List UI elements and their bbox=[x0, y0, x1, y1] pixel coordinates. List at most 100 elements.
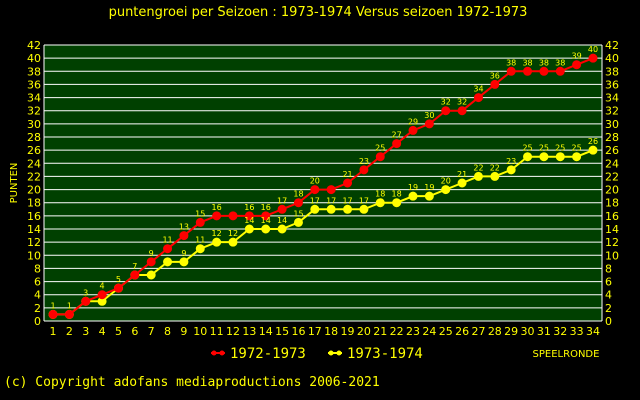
y-tick-label-left: 14 bbox=[27, 223, 41, 236]
data-label: 38 bbox=[522, 58, 532, 67]
data-point bbox=[326, 185, 336, 195]
x-tick-label: 31 bbox=[537, 325, 551, 338]
y-tick-label-right: 38 bbox=[605, 65, 619, 78]
data-label: 9 bbox=[181, 249, 186, 258]
data-label: 14 bbox=[261, 216, 271, 225]
data-point bbox=[326, 204, 336, 214]
y-tick-label-left: 24 bbox=[27, 157, 41, 170]
data-label: 12 bbox=[212, 229, 222, 238]
y-tick-label-right: 42 bbox=[605, 39, 619, 52]
legend-swatch-dot bbox=[336, 350, 342, 356]
y-tick-label-left: 0 bbox=[34, 315, 41, 328]
data-label: 40 bbox=[588, 45, 598, 54]
data-label: 17 bbox=[310, 196, 320, 205]
data-label: 1 bbox=[50, 301, 55, 310]
data-point bbox=[130, 270, 140, 280]
legend-swatch-dot bbox=[219, 350, 225, 356]
y-tick-label-left: 22 bbox=[27, 170, 41, 183]
data-label: 21 bbox=[342, 170, 352, 179]
data-point bbox=[506, 165, 516, 175]
y-tick-label-right: 18 bbox=[605, 197, 619, 210]
data-point bbox=[343, 204, 353, 214]
chart-title: puntengroei per Seizoen : 1973-1974 Vers… bbox=[109, 5, 528, 20]
data-label: 19 bbox=[424, 183, 434, 192]
data-point bbox=[277, 224, 287, 234]
y-tick-label-right: 14 bbox=[605, 223, 619, 236]
legend-entry: 1973-1974 bbox=[347, 346, 423, 362]
x-tick-label: 10 bbox=[193, 325, 207, 338]
data-label: 14 bbox=[277, 216, 287, 225]
x-tick-label: 5 bbox=[115, 325, 122, 338]
data-label: 38 bbox=[539, 58, 549, 67]
x-tick-label: 33 bbox=[570, 325, 584, 338]
x-tick-label: 20 bbox=[357, 325, 371, 338]
data-label: 18 bbox=[375, 190, 385, 199]
x-tick-label: 34 bbox=[586, 325, 600, 338]
x-tick-label: 4 bbox=[99, 325, 106, 338]
y-tick-label-right: 28 bbox=[605, 131, 619, 144]
y-tick-label-left: 26 bbox=[27, 144, 41, 157]
y-tick-label-left: 38 bbox=[27, 65, 41, 78]
data-label: 25 bbox=[522, 144, 532, 153]
data-label: 15 bbox=[195, 209, 205, 218]
data-point bbox=[228, 211, 238, 221]
x-tick-label: 32 bbox=[553, 325, 567, 338]
data-point bbox=[244, 211, 254, 221]
data-label: 23 bbox=[359, 157, 369, 166]
series-line-1972-1973 bbox=[53, 57, 594, 316]
y-tick-label-right: 22 bbox=[605, 170, 619, 183]
data-label: 12 bbox=[228, 229, 238, 238]
data-point bbox=[588, 145, 598, 155]
legend: 1972-1973 1973-1974 bbox=[211, 346, 423, 362]
data-label: 11 bbox=[195, 236, 205, 245]
data-label: 26 bbox=[588, 137, 598, 146]
data-point bbox=[392, 198, 402, 208]
data-label: 29 bbox=[408, 117, 418, 126]
y-axis-label: PUNTEN bbox=[9, 163, 20, 204]
y-tick-label-right: 40 bbox=[605, 52, 619, 65]
data-point bbox=[555, 152, 565, 162]
data-label: 4 bbox=[100, 282, 105, 291]
data-label: 22 bbox=[473, 163, 483, 172]
data-point bbox=[64, 309, 74, 319]
x-tick-label: 15 bbox=[275, 325, 289, 338]
x-tick-label: 9 bbox=[180, 325, 187, 338]
data-label: 7 bbox=[132, 262, 137, 271]
data-point bbox=[293, 217, 303, 227]
data-point bbox=[343, 178, 353, 188]
data-label: 21 bbox=[457, 170, 467, 179]
data-point bbox=[179, 257, 189, 267]
x-tick-label: 16 bbox=[291, 325, 305, 338]
x-tick-label: 19 bbox=[341, 325, 355, 338]
data-label: 14 bbox=[244, 216, 254, 225]
data-label: 9 bbox=[149, 249, 154, 258]
y-tick-label-right: 24 bbox=[605, 157, 619, 170]
x-tick-label: 11 bbox=[210, 325, 224, 338]
y-tick-label-left: 2 bbox=[34, 302, 41, 315]
data-point bbox=[490, 171, 500, 181]
data-label: 25 bbox=[555, 144, 565, 153]
legend-swatch-dot bbox=[211, 350, 217, 356]
y-tick-label-left: 16 bbox=[27, 210, 41, 223]
y-tick-label-right: 32 bbox=[605, 105, 619, 118]
data-point bbox=[375, 152, 385, 162]
x-axis-label: SPEELRONDE bbox=[533, 349, 600, 360]
data-label: 38 bbox=[506, 58, 516, 67]
legend-swatch-dot bbox=[328, 350, 334, 356]
data-label: 17 bbox=[359, 196, 369, 205]
y-tick-label-right: 12 bbox=[605, 236, 619, 249]
data-label: 18 bbox=[293, 190, 303, 199]
data-point bbox=[146, 257, 156, 267]
data-point bbox=[441, 106, 451, 116]
data-point bbox=[555, 66, 565, 76]
data-point bbox=[490, 79, 500, 89]
data-label: 27 bbox=[392, 131, 402, 140]
data-point bbox=[392, 139, 402, 149]
data-label: 17 bbox=[326, 196, 336, 205]
data-label: 16 bbox=[244, 203, 254, 212]
data-label: 17 bbox=[277, 196, 287, 205]
data-point bbox=[293, 198, 303, 208]
data-point bbox=[441, 185, 451, 195]
x-tick-label: 3 bbox=[82, 325, 89, 338]
